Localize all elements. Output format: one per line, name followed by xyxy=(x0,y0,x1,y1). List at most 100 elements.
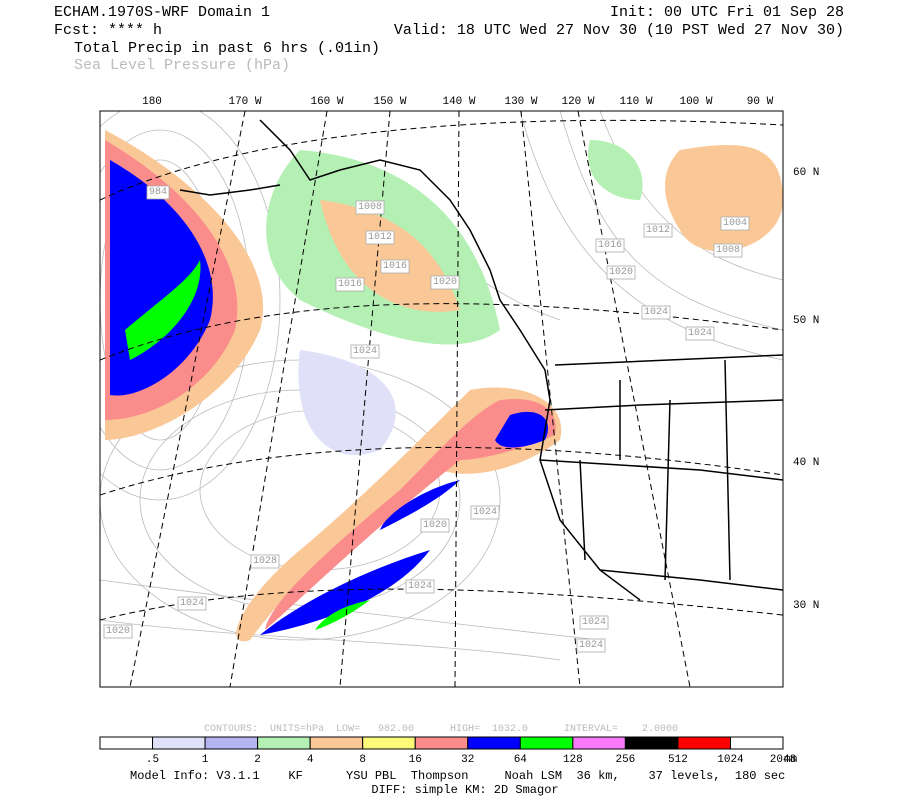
colorbar-label: 16 xyxy=(409,754,422,766)
contour-label-box xyxy=(685,326,715,341)
contour-label-box xyxy=(595,238,625,253)
contour-label-box xyxy=(355,200,385,215)
colorbar-label: .5 xyxy=(146,754,159,766)
contour-label: 1020 xyxy=(433,277,457,288)
contour-label-box xyxy=(250,554,280,569)
valid-time: Valid: 18 UTC Wed 27 Nov 30 (10 PST Wed … xyxy=(394,22,844,39)
colorbar-label: 256 xyxy=(615,754,635,766)
forecast-hour: Fcst: **** h xyxy=(54,22,162,39)
colorbar-swatch xyxy=(519,736,574,750)
colorbar-label: 2 xyxy=(254,754,261,766)
contour-info: CONTOURS: UNITS=hPa LOW= 982.00 HIGH= 10… xyxy=(204,723,678,735)
contour-label: 1016 xyxy=(338,279,362,290)
precipitation xyxy=(105,130,783,642)
coastline xyxy=(179,119,783,601)
colorbar-swatch xyxy=(414,736,469,750)
colorbar-swatch xyxy=(204,736,259,750)
diff-info: DIFF: simple KM: 2D Smagor xyxy=(371,783,558,797)
lon-label: 130 W xyxy=(504,96,537,108)
contour-label-box xyxy=(713,243,743,258)
colorbar-unit: mm xyxy=(784,754,798,766)
lon-label: 170 W xyxy=(228,96,261,108)
contour-label: 1024 xyxy=(582,617,606,628)
contour-label: 1028 xyxy=(253,556,277,567)
contour-label-box xyxy=(641,305,671,320)
colorbar-swatch xyxy=(99,736,154,750)
contour-label-box xyxy=(103,624,133,639)
colorbar-label: 64 xyxy=(514,754,528,766)
contour-label: 1004 xyxy=(723,218,747,229)
lon-label: 180 xyxy=(142,96,162,108)
contour-label: 1016 xyxy=(383,261,407,272)
colorbar-swatch xyxy=(572,736,626,750)
contour-label: 1020 xyxy=(609,267,633,278)
contour-label: 1012 xyxy=(368,232,392,243)
lon-label: 120 W xyxy=(561,96,594,108)
contour-label: 1020 xyxy=(106,626,130,637)
contour-label: 1008 xyxy=(716,245,740,256)
colorbar-label: 1024 xyxy=(717,754,744,766)
contour-label-box xyxy=(177,596,207,611)
colorbar-label: 4 xyxy=(307,754,314,766)
model-title: ECHAM.1970S-WRF Domain 1 xyxy=(54,4,270,21)
lat-label: 60 N xyxy=(793,167,819,179)
contour-field-title: Sea Level Pressure (hPa) xyxy=(74,57,290,74)
contour-label-box xyxy=(365,230,395,245)
colorbar-label: 32 xyxy=(461,754,474,766)
map: 180 170 W 160 W 150 W 140 W 130 W 120 W … xyxy=(99,96,819,688)
lat-label: 40 N xyxy=(793,457,819,469)
contour-label-box xyxy=(405,579,435,594)
contour-label-box xyxy=(350,344,380,359)
contour-label-box xyxy=(335,277,365,292)
colorbar-swatch xyxy=(152,736,206,750)
colorbar-swatch xyxy=(362,736,416,750)
lon-label: 150 W xyxy=(373,96,406,108)
colorbar-swatch xyxy=(309,736,364,750)
contour-label: 1020 xyxy=(423,520,447,531)
model-info: Model Info: V3.1.1 KF YSU PBL Thompson N… xyxy=(130,769,785,783)
colorbar-swatch xyxy=(467,736,521,750)
contour-label: 1024 xyxy=(353,346,377,357)
colorbar-label: 128 xyxy=(563,754,583,766)
contour-label-box xyxy=(579,615,609,630)
lat-label: 30 N xyxy=(793,600,819,612)
colorbar-label: 512 xyxy=(668,754,688,766)
contour-label-box xyxy=(420,518,450,533)
lon-label: 140 W xyxy=(442,96,475,108)
contour-label: 1024 xyxy=(644,307,668,318)
lon-label: 160 W xyxy=(310,96,343,108)
longitude-labels: 180 170 W 160 W 150 W 140 W 130 W 120 W … xyxy=(142,96,774,108)
contour-label-box xyxy=(720,216,750,231)
colorbar-label: 1 xyxy=(202,754,209,766)
contour-label: 1024 xyxy=(579,640,603,651)
lon-label: 100 W xyxy=(679,96,712,108)
contour-labels: 984 1008 1012 1016 1020 1016 1024 1016 1… xyxy=(103,185,750,653)
contour-label-box xyxy=(606,265,636,280)
contour-label-box xyxy=(380,259,410,274)
contour-label-box xyxy=(576,638,606,653)
lat-label: 50 N xyxy=(793,315,819,327)
contour-label-box xyxy=(146,185,170,200)
colorbar-swatch xyxy=(257,736,311,750)
colorbar-swatch xyxy=(729,736,784,750)
latitude-labels: 60 N 50 N 40 N 30 N xyxy=(793,167,819,612)
contour-label-box xyxy=(470,505,500,520)
contour-label: 984 xyxy=(149,187,167,198)
graticule xyxy=(100,111,783,687)
lon-label: 110 W xyxy=(619,96,652,108)
colorbar-swatch xyxy=(677,736,731,750)
colorbar: .5 1 2 4 8 16 32 64 128 256 512 1024 2048 xyxy=(99,736,796,766)
map-frame xyxy=(99,110,784,688)
lon-label: 90 W xyxy=(747,96,774,108)
colorbar-label: 2048 xyxy=(770,754,796,766)
init-time: Init: 00 UTC Fri 01 Sep 28 xyxy=(610,4,844,21)
field-title: Total Precip in past 6 hrs (.01in) xyxy=(74,40,380,57)
contour-label: 1016 xyxy=(598,240,622,251)
contour-label: 1012 xyxy=(646,225,670,236)
contour-label: 1024 xyxy=(180,598,204,609)
colorbar-label: 8 xyxy=(359,754,366,766)
contour-label: 1008 xyxy=(358,202,382,213)
contour-label-box xyxy=(643,223,673,238)
contour-label: 1024 xyxy=(688,328,712,339)
